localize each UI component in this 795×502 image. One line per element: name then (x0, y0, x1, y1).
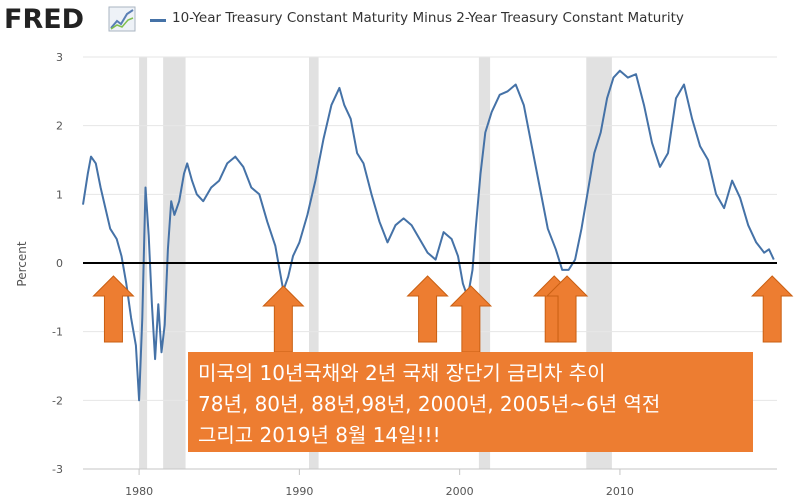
annotation-box: 미국의 10년국채와 2년 국채 장단기 금리차 추이 78년, 80년, 88… (188, 352, 753, 452)
annotation-arrow-2 (262, 285, 305, 353)
y-axis-tick-labels: 3 2 1 0 -1 -2 -3 (52, 51, 63, 476)
x-tick-label: 1980 (125, 485, 153, 498)
y-tick-label: 0 (56, 257, 63, 270)
annotation-arrow-3 (406, 275, 449, 343)
series-line-1 (82, 69, 775, 402)
y-tick-label: -2 (52, 394, 63, 407)
annotation-arrow-7 (750, 275, 794, 343)
x-axis-tick-labels: 1980 1990 2000 2010 (125, 469, 634, 498)
x-tick-label: 2010 (606, 485, 634, 498)
x-tick-label: 2000 (446, 485, 474, 498)
x-tick-label: 1990 (285, 485, 313, 498)
annotation-line-2: 78년, 80년, 88년,98년, 2000년, 2005년~6년 역전 (198, 392, 661, 416)
annotation-line-1: 미국의 10년국채와 2년 국채 장단기 금리차 추이 (198, 361, 606, 385)
legend-series-label[interactable]: 10-Year Treasury Constant Maturity Minus… (172, 10, 684, 26)
y-tick-label: 1 (56, 188, 63, 201)
line-chart: 3 2 1 0 -1 -2 -3 1980 1990 2000 2010 Percent (15, 51, 794, 498)
annotation-arrow-6 (545, 275, 589, 343)
legend-series-swatch (150, 19, 166, 22)
series-layer (82, 69, 775, 402)
annotation-arrows (92, 275, 794, 353)
y-tick-label: -3 (52, 463, 63, 476)
y-axis-label: Percent (15, 241, 29, 286)
y-tick-label: 3 (56, 51, 63, 64)
header: FRED 10-Year Treasury Constant Maturity … (0, 0, 795, 40)
y-tick-label: 2 (56, 120, 63, 133)
fred-logo[interactable]: FRED (4, 4, 85, 35)
annotation-line-3: 그리고 2019년 8월 14일!!! (198, 423, 441, 447)
annotation-arrow-1 (92, 275, 135, 343)
fred-chart-icon (108, 6, 136, 32)
y-tick-label: -1 (52, 326, 63, 339)
